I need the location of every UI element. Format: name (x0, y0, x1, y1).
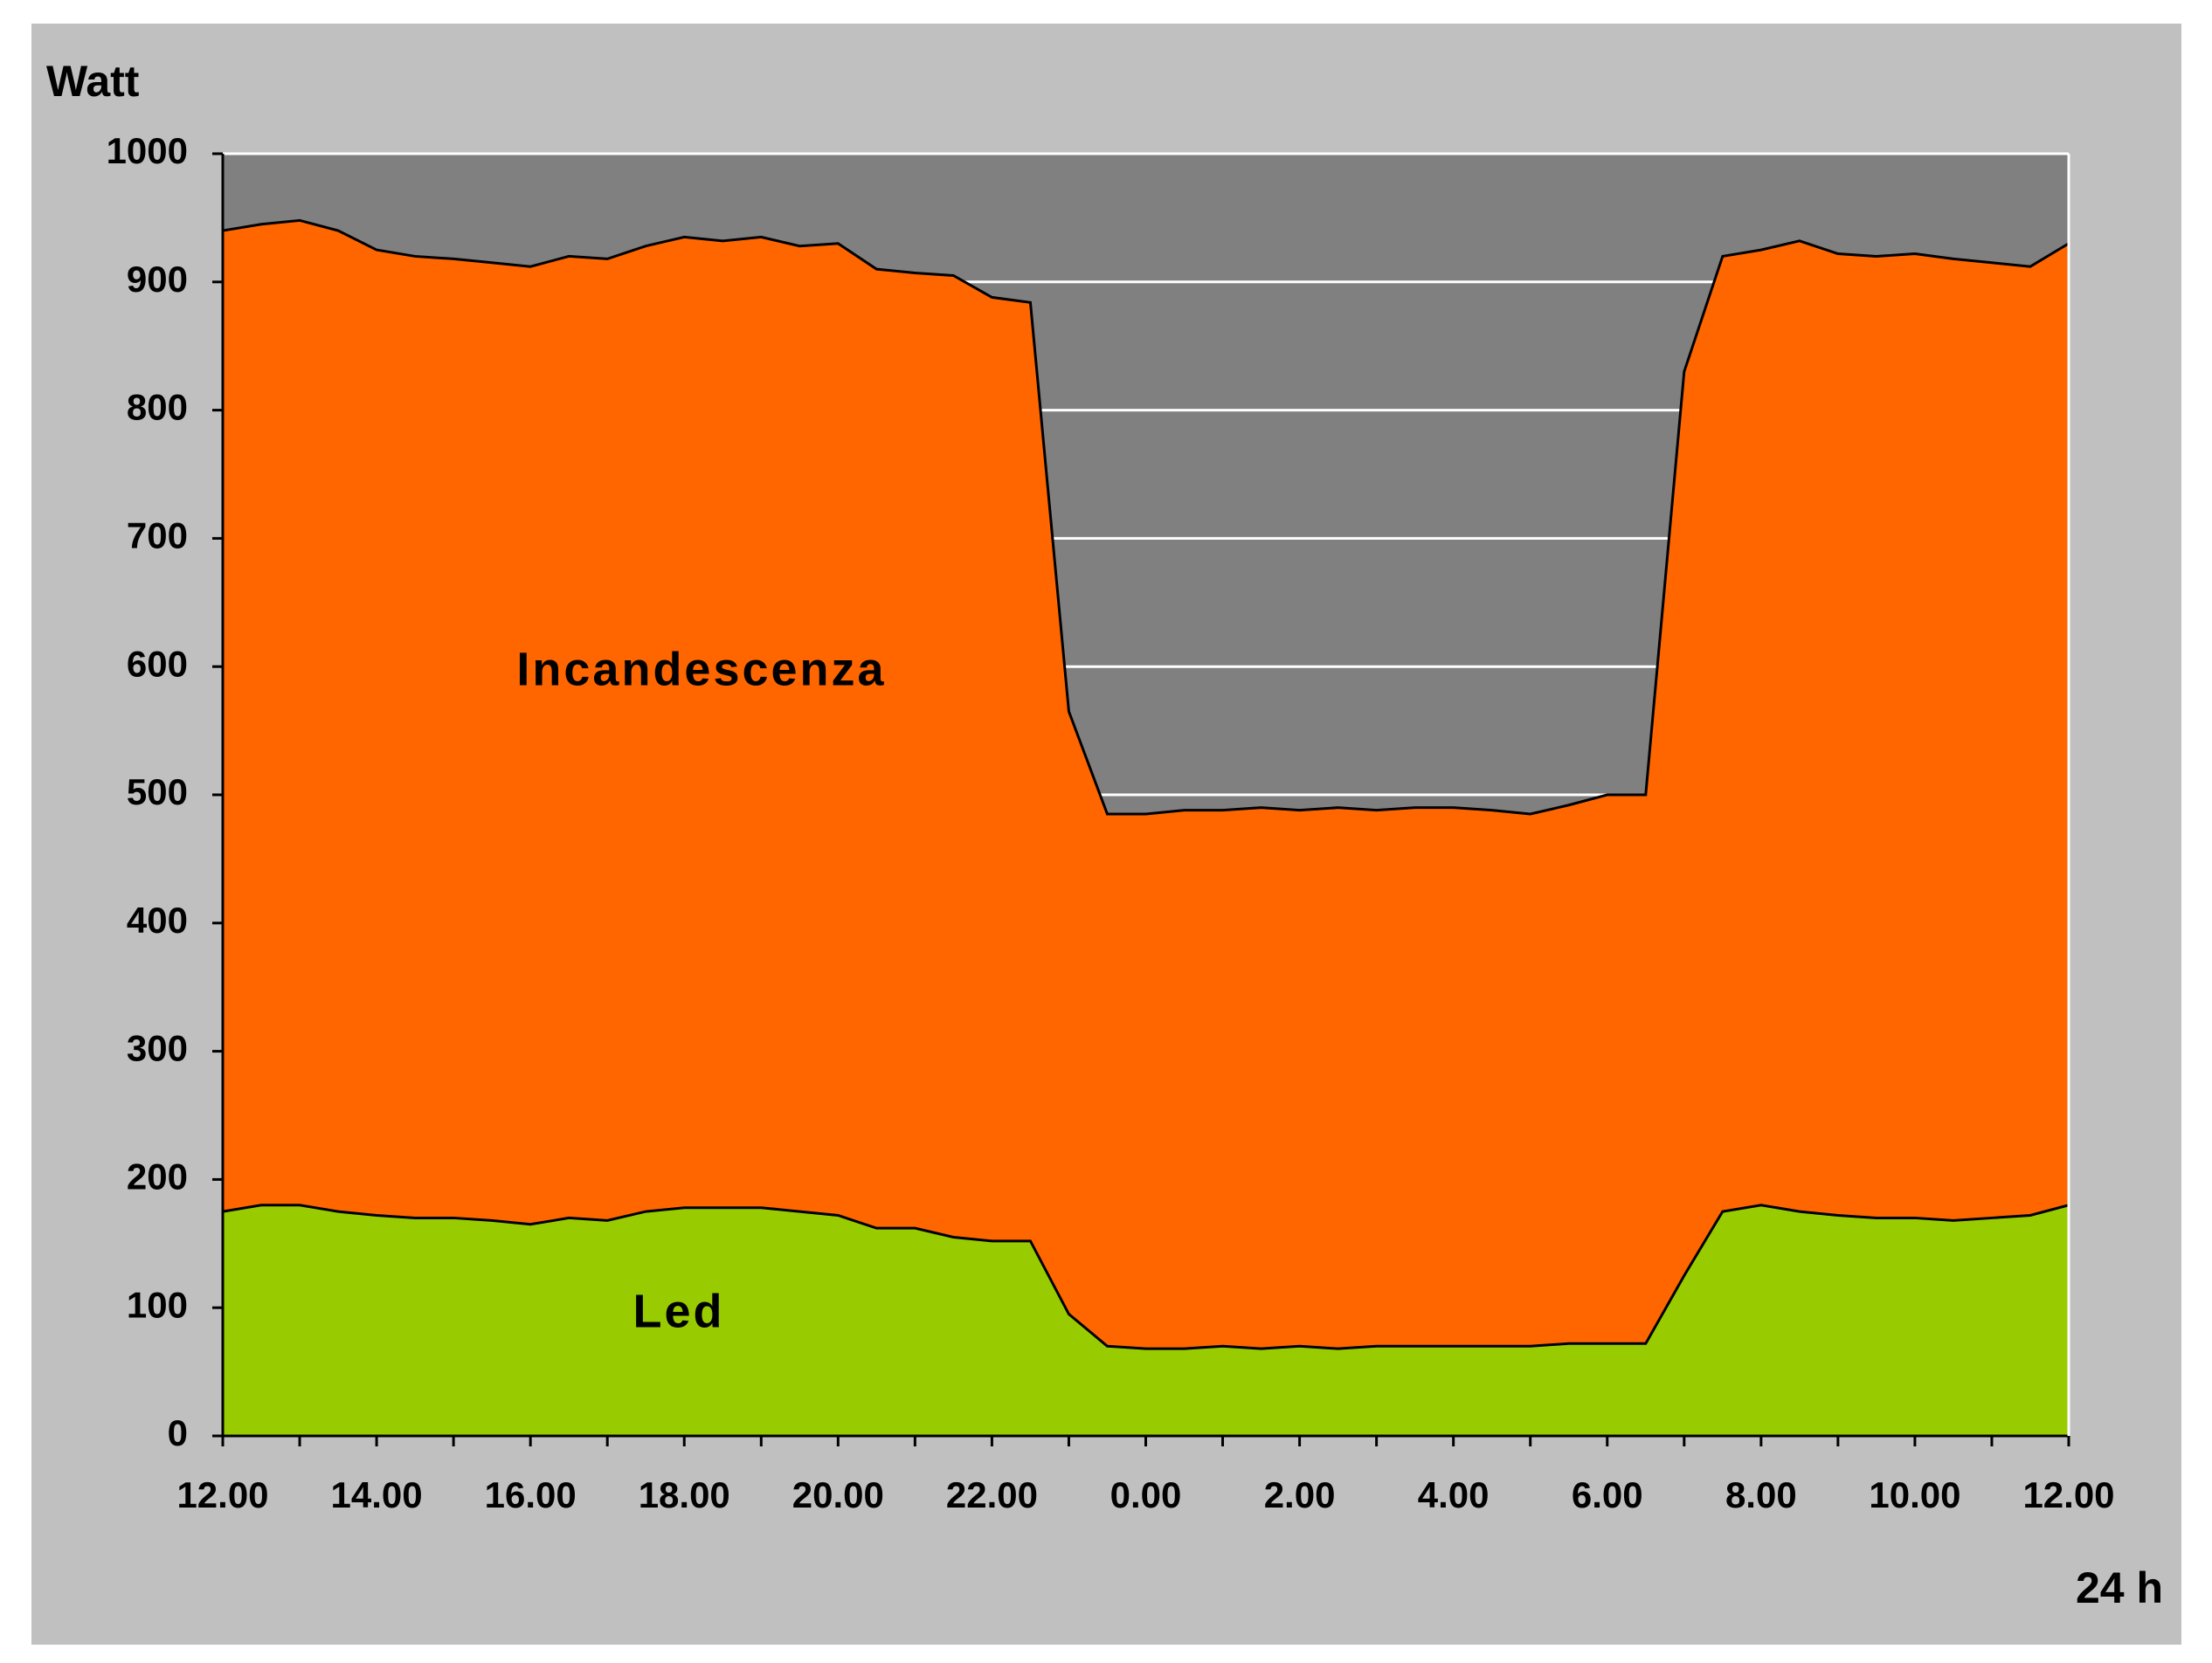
y-tick-label: 800 (127, 387, 188, 428)
area-outline (222, 218, 2070, 816)
x-tick-label: 10.00 (1869, 1474, 1960, 1515)
x-tick-label: 0.00 (1110, 1474, 1182, 1515)
y-tick-label: 100 (127, 1284, 188, 1325)
x-tick-label: 12.00 (176, 1474, 268, 1515)
y-tick-label: 400 (127, 900, 188, 941)
y-tick-label: 500 (127, 771, 188, 812)
x-tick-label: 18.00 (639, 1474, 730, 1515)
y-axis-label: Watt (46, 57, 140, 106)
x-tick-label: 22.00 (946, 1474, 1038, 1515)
area (223, 1204, 2069, 1436)
x-axis-label: 24 h (2076, 1563, 2163, 1612)
y-tick-label: 900 (127, 259, 188, 300)
x-tick-label: 8.00 (1725, 1474, 1797, 1515)
x-tick-label: 2.00 (1264, 1474, 1336, 1515)
y-tick-label: 200 (127, 1156, 188, 1197)
y-tick-label: 600 (127, 643, 188, 684)
x-tick-label: 4.00 (1418, 1474, 1490, 1515)
area-outline (222, 1204, 2070, 1350)
x-tick-label: 14.00 (331, 1474, 423, 1515)
y-tick-label: 1000 (107, 130, 188, 171)
series-label: Led (632, 1285, 724, 1337)
x-tick-label: 16.00 (485, 1474, 577, 1515)
y-tick-label: 0 (168, 1412, 188, 1453)
x-tick-label: 12.00 (2022, 1474, 2114, 1515)
x-tick-label: 6.00 (1572, 1474, 1643, 1515)
y-tick-label: 300 (127, 1028, 188, 1069)
series-label: Incandescenza (516, 643, 886, 695)
x-tick-label: 20.00 (792, 1474, 884, 1515)
area (223, 220, 2069, 1437)
y-tick-label: 700 (127, 514, 188, 555)
